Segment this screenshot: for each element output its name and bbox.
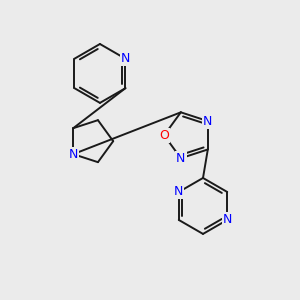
Text: N: N <box>203 115 212 128</box>
Text: N: N <box>174 185 184 199</box>
Text: N: N <box>121 52 130 65</box>
Text: N: N <box>69 148 78 160</box>
Text: N: N <box>176 152 185 165</box>
Text: N: N <box>223 213 232 226</box>
Text: O: O <box>159 129 169 142</box>
